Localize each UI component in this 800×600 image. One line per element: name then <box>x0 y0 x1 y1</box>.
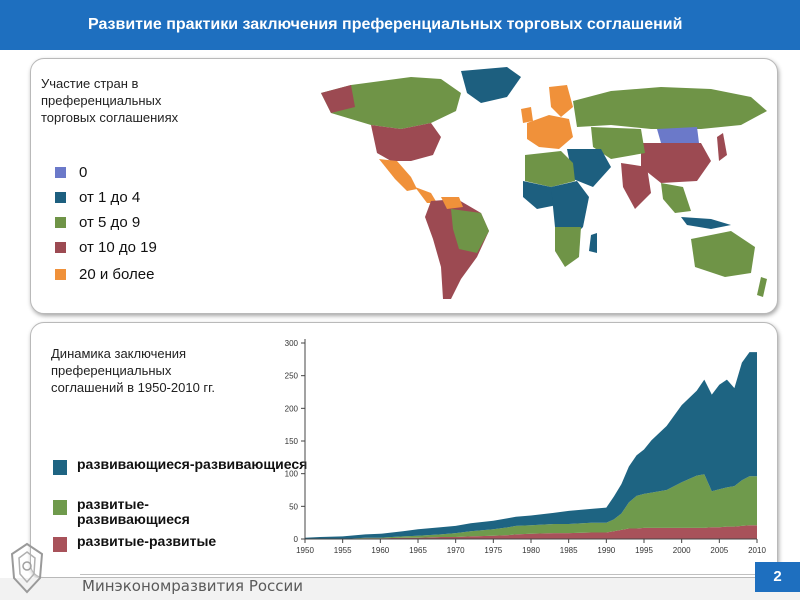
chart-title: Динамика заключения преференциальных сог… <box>51 345 215 396</box>
y-tick-label: 50 <box>289 502 298 511</box>
map-region-middle-east <box>567 149 611 187</box>
slide-title: Развитие практики заключения преференциа… <box>88 16 683 33</box>
legend-label: развитые-развивающиеся <box>77 496 190 527</box>
x-tick-label: 1995 <box>635 546 653 555</box>
map-legend-item: от 5 до 9 <box>55 211 140 233</box>
series-area-1 <box>305 474 757 539</box>
map-region-central-asia <box>591 127 645 159</box>
map-legend-item: от 10 до 19 <box>55 236 157 258</box>
y-tick-label: 300 <box>285 339 299 348</box>
x-tick-label: 2000 <box>673 546 691 555</box>
x-tick-label: 2010 <box>748 546 766 555</box>
map-region-scandinavia <box>549 85 573 117</box>
map-title-line: преференциальных <box>41 93 162 108</box>
chart-legend-item: развивающиеся-развивающиеся <box>53 457 307 475</box>
legend-label: 0 <box>79 163 88 181</box>
x-tick-label: 1970 <box>447 546 465 555</box>
legend-label: от 5 до 9 <box>79 213 141 231</box>
map-panel: Участие стран в преференциальных торговы… <box>30 58 778 314</box>
chart-title-line: соглашений в 1950-2010 гг. <box>51 380 215 395</box>
x-tick-label: 2005 <box>710 546 728 555</box>
map-title: Участие стран в преференциальных торговы… <box>41 75 178 126</box>
map-region-india <box>621 163 651 209</box>
header-bar: Развитие практики заключения преференциа… <box>0 0 800 50</box>
series-area-2 <box>305 352 757 539</box>
legend-label-line: развивающиеся-развивающиеся <box>77 456 308 472</box>
legend-label: развитые-развитые <box>77 533 217 549</box>
map-region-russia <box>573 87 767 129</box>
x-tick-label: 1980 <box>522 546 540 555</box>
page-number: 2 <box>755 562 800 592</box>
map-region-new-zealand <box>757 277 767 297</box>
map-region-canada <box>321 77 461 129</box>
footer-bar <box>0 578 800 600</box>
map-legend-item: 20 и более <box>55 263 154 285</box>
map-region-venezuela <box>441 197 463 209</box>
chart-title-line: преференциальных <box>51 363 172 378</box>
ministry-name: Минэкономразвития России <box>82 577 304 595</box>
map-region-north-africa <box>525 151 575 187</box>
map-region-central-america <box>415 187 437 203</box>
legend-swatch <box>55 241 66 253</box>
y-tick-label: 100 <box>285 470 299 479</box>
x-tick-label: 1975 <box>484 546 502 555</box>
map-region-uk <box>521 107 533 123</box>
map-region-china <box>641 143 711 183</box>
x-tick-label: 1955 <box>334 546 352 555</box>
map-region-indonesia <box>681 217 731 229</box>
map-region-mongolia <box>657 127 699 143</box>
y-tick-label: 150 <box>285 437 299 446</box>
map-region-japan <box>717 133 727 161</box>
legend-swatch <box>55 166 66 178</box>
chart-panel: Динамика заключения преференциальных сог… <box>30 322 778 578</box>
map-region-southeast-asia <box>661 183 691 213</box>
map-region-madagascar <box>589 233 597 253</box>
y-tick-label: 200 <box>285 404 299 413</box>
x-tick-label: 1985 <box>560 546 578 555</box>
legend-label: развивающиеся-развивающиеся <box>77 457 307 472</box>
y-tick-label: 0 <box>294 535 299 544</box>
legend-swatch <box>53 460 67 475</box>
map-title-line: Участие стран в <box>41 76 139 91</box>
map-region-south-africa <box>555 227 581 267</box>
coat-of-arms-icon <box>10 542 44 594</box>
map-region-australia <box>691 231 755 277</box>
x-tick-label: 1965 <box>409 546 427 555</box>
series-area-0 <box>305 525 757 539</box>
world-map <box>321 67 767 299</box>
map-legend-item: от 1 до 4 <box>55 186 140 208</box>
chart-legend-item: развитые-развитые <box>53 534 216 552</box>
legend-swatch <box>53 537 67 552</box>
legend-swatch <box>55 268 66 280</box>
x-tick-label: 1960 <box>371 546 389 555</box>
y-tick-label: 250 <box>285 372 299 381</box>
map-legend-item: 0 <box>55 161 87 183</box>
footer-divider <box>80 574 800 575</box>
legend-label: 20 и более <box>79 265 155 283</box>
map-region-mexico <box>379 159 417 191</box>
legend-swatch <box>55 216 66 228</box>
map-region-europe-west <box>527 115 573 149</box>
legend-swatch <box>55 191 66 203</box>
map-region-alaska <box>321 85 355 113</box>
map-title-line: торговых соглашениях <box>41 110 179 125</box>
x-tick-label: 1990 <box>597 546 615 555</box>
map-region-west-africa <box>523 181 557 209</box>
area-chart: 0 50 100 150 200 250 300 1950 1955 1960 1965 1970 19… <box>285 339 766 555</box>
map-region-brazil <box>451 209 489 253</box>
legend-label: от 1 до 4 <box>79 188 141 206</box>
chart-legend-item: развитые-развивающиеся <box>53 497 227 527</box>
legend-swatch <box>53 500 67 515</box>
map-region-greenland <box>461 67 521 103</box>
x-tick-label: 1950 <box>296 546 314 555</box>
chart-title-line: Динамика заключения <box>51 346 187 361</box>
legend-label: от 10 до 19 <box>79 238 157 256</box>
map-region-usa <box>371 123 441 161</box>
